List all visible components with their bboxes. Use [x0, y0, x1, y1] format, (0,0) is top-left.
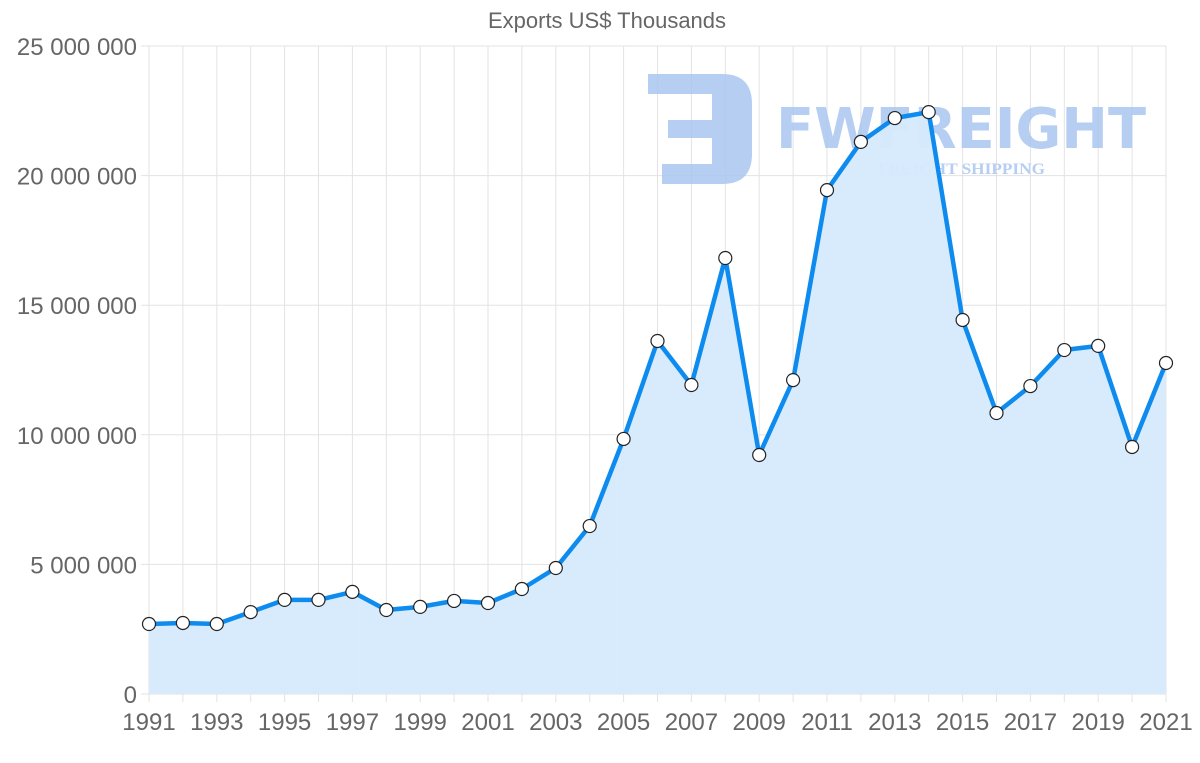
- chart-title: Exports US$ Thousands: [487, 8, 727, 33]
- data-point[interactable]: [480, 595, 496, 611]
- area-fill: [149, 112, 1166, 695]
- data-point[interactable]: [548, 560, 563, 576]
- x-tick-label: 1991: [122, 709, 175, 736]
- data-point[interactable]: [616, 431, 631, 447]
- y-tick-label: 10 000 000: [17, 423, 137, 450]
- x-tick-label: 2017: [1004, 709, 1057, 736]
- x-tick-label: 2003: [529, 709, 582, 736]
- data-point[interactable]: [311, 592, 326, 608]
- data-point[interactable]: [175, 615, 190, 631]
- data-point[interactable]: [684, 377, 699, 393]
- watermark-brand: FWFREIGHT: [776, 97, 1146, 162]
- x-tick-label: 2015: [936, 709, 989, 736]
- y-tick-label: 20 000 000: [17, 164, 137, 191]
- data-point[interactable]: [379, 602, 394, 618]
- fw-logo-icon: [648, 74, 752, 184]
- y-tick-label: 25 000 000: [17, 34, 137, 61]
- y-axis: 0 5 000 000 10 000 000 15 000 000 20 000 000…: [17, 34, 137, 709]
- x-tick-label: 2009: [733, 709, 786, 736]
- data-point[interactable]: [1023, 378, 1038, 394]
- data-point[interactable]: [989, 405, 1004, 421]
- data-point[interactable]: [650, 333, 665, 349]
- data-point[interactable]: [277, 592, 292, 608]
- x-tick-label: 2013: [868, 709, 921, 736]
- x-tick-label: 2019: [1072, 709, 1125, 736]
- data-points: [141, 104, 1174, 632]
- data-point[interactable]: [785, 373, 801, 388]
- data-point[interactable]: [447, 593, 462, 609]
- data-point[interactable]: [887, 110, 902, 126]
- x-tick-label: 1995: [258, 709, 311, 736]
- x-tick-label: 2005: [597, 709, 650, 736]
- y-tick-label: 0: [124, 682, 137, 709]
- data-point[interactable]: [141, 616, 157, 632]
- data-point[interactable]: [819, 183, 835, 198]
- y-tick-label: 15 000 000: [17, 293, 137, 320]
- x-axis: 1991 1993 1995 1997 1999 2001 2003 2005 2007 2009…: [122, 709, 1192, 736]
- data-point[interactable]: [1091, 338, 1106, 353]
- data-point[interactable]: [752, 447, 767, 463]
- data-point[interactable]: [853, 134, 869, 150]
- x-tick-label: 1997: [326, 709, 379, 736]
- x-tick-label: 2021: [1139, 709, 1192, 736]
- x-tick-label: 2001: [461, 709, 514, 736]
- watermark-logo: FWFREIGHT FREIGHT SHIPPING: [648, 74, 1146, 184]
- data-point[interactable]: [514, 581, 530, 597]
- data-point[interactable]: [921, 104, 936, 120]
- data-point[interactable]: [1057, 342, 1072, 358]
- x-tick-label: 1993: [190, 709, 243, 736]
- y-tick-label: 5 000 000: [30, 552, 137, 579]
- data-point[interactable]: [413, 599, 428, 615]
- data-point[interactable]: [718, 250, 733, 266]
- x-tick-label: 1999: [394, 709, 447, 736]
- data-point[interactable]: [1124, 439, 1140, 455]
- data-point[interactable]: [582, 518, 597, 534]
- x-tick-label: 2011: [801, 709, 853, 736]
- data-point[interactable]: [209, 616, 224, 632]
- x-tick-label: 2007: [665, 709, 718, 736]
- data-point[interactable]: [243, 604, 258, 620]
- data-point[interactable]: [955, 312, 970, 328]
- data-point[interactable]: [1158, 355, 1174, 371]
- data-point[interactable]: [345, 584, 360, 599]
